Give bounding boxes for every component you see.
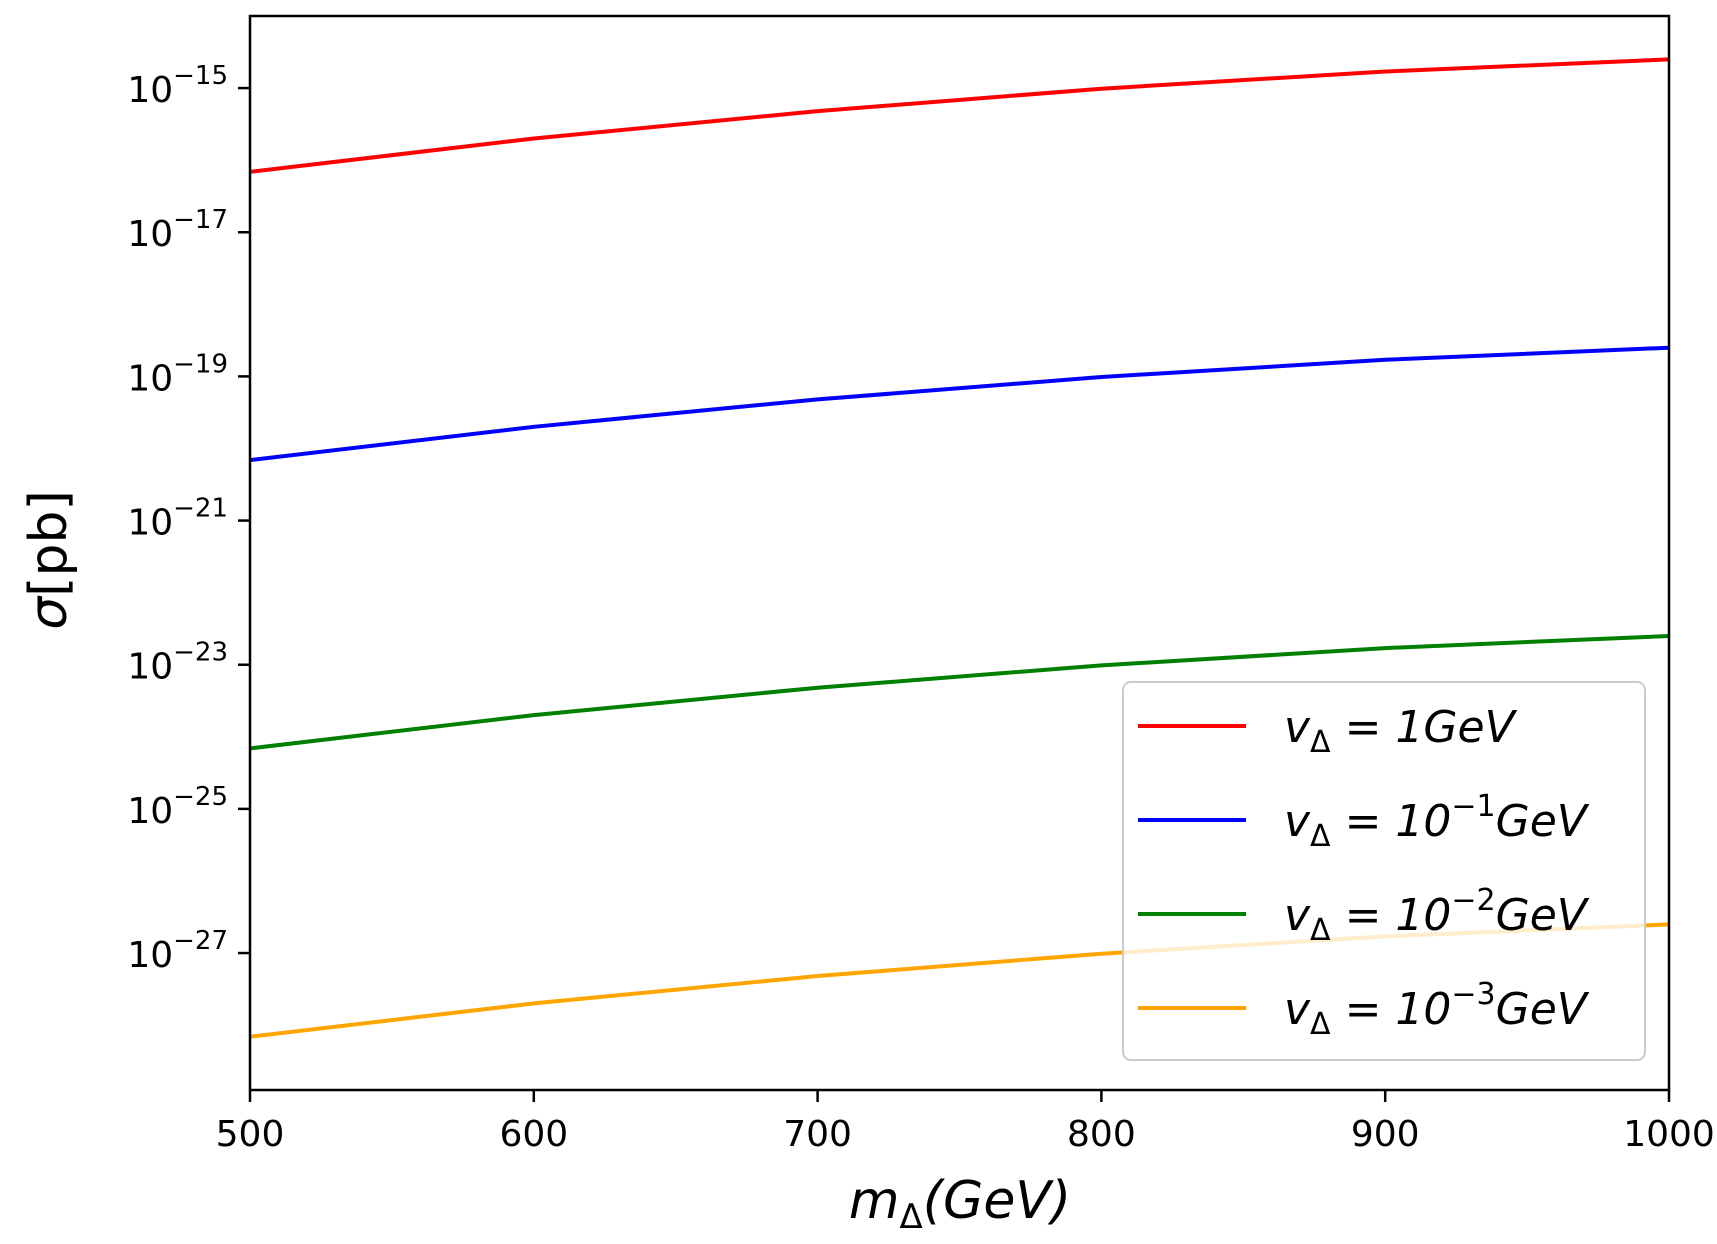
y-tick-label: 10−25 [127,782,228,832]
plot-frame [248,14,1671,1092]
x-tick-label: 900 [1351,1114,1420,1155]
x-tick-label: 500 [216,1114,285,1155]
y-tick-label: 10−15 [127,61,228,111]
legend-label-4: vΔ = 10−3GeV [1284,977,1590,1042]
legend-label-3: vΔ = 10−2GeV [1284,883,1590,948]
x-axis-label-main: m [849,1171,900,1231]
x-tick-label: 600 [499,1114,568,1155]
x-axis-label-rest: (GeV) [923,1171,1071,1231]
y-tick-label: 10−27 [127,926,228,976]
legend-label-1: vΔ = 1GeV [1284,702,1518,760]
legend: vΔ = 1GeV vΔ = 10−1GeV vΔ = 10−2GeV vΔ = 10… [1122,681,1646,1061]
y-axis-label-rest: [pb] [19,490,79,597]
x-axis-ticks: 500 600 700 800 900 1000 [216,1090,1715,1155]
x-tick-label: 700 [783,1114,852,1155]
y-tick-label: 10−19 [127,349,228,399]
y-axis-label: σ[pb] [19,490,79,630]
y-axis-ticks: 10−15 10−17 10−19 10−21 10−23 10−25 10−27 [127,61,250,976]
y-tick-label: 10−17 [127,205,228,255]
legend-box [1122,681,1646,1061]
series-line-1 [249,57,1670,174]
y-tick-label: 10−21 [127,494,228,544]
series-line-3 [249,634,1670,751]
y-axis-label-main: σ [19,595,79,630]
legend-label-2: vΔ = 10−1GeV [1284,789,1590,854]
x-axis-label: mΔ(GeV) [849,1171,1071,1237]
series-line-2 [249,345,1670,463]
x-tick-label: 1000 [1623,1114,1715,1155]
x-tick-label: 800 [1067,1114,1136,1155]
x-axis-label-sub: Δ [899,1197,922,1237]
y-tick-label: 10−23 [127,638,228,688]
